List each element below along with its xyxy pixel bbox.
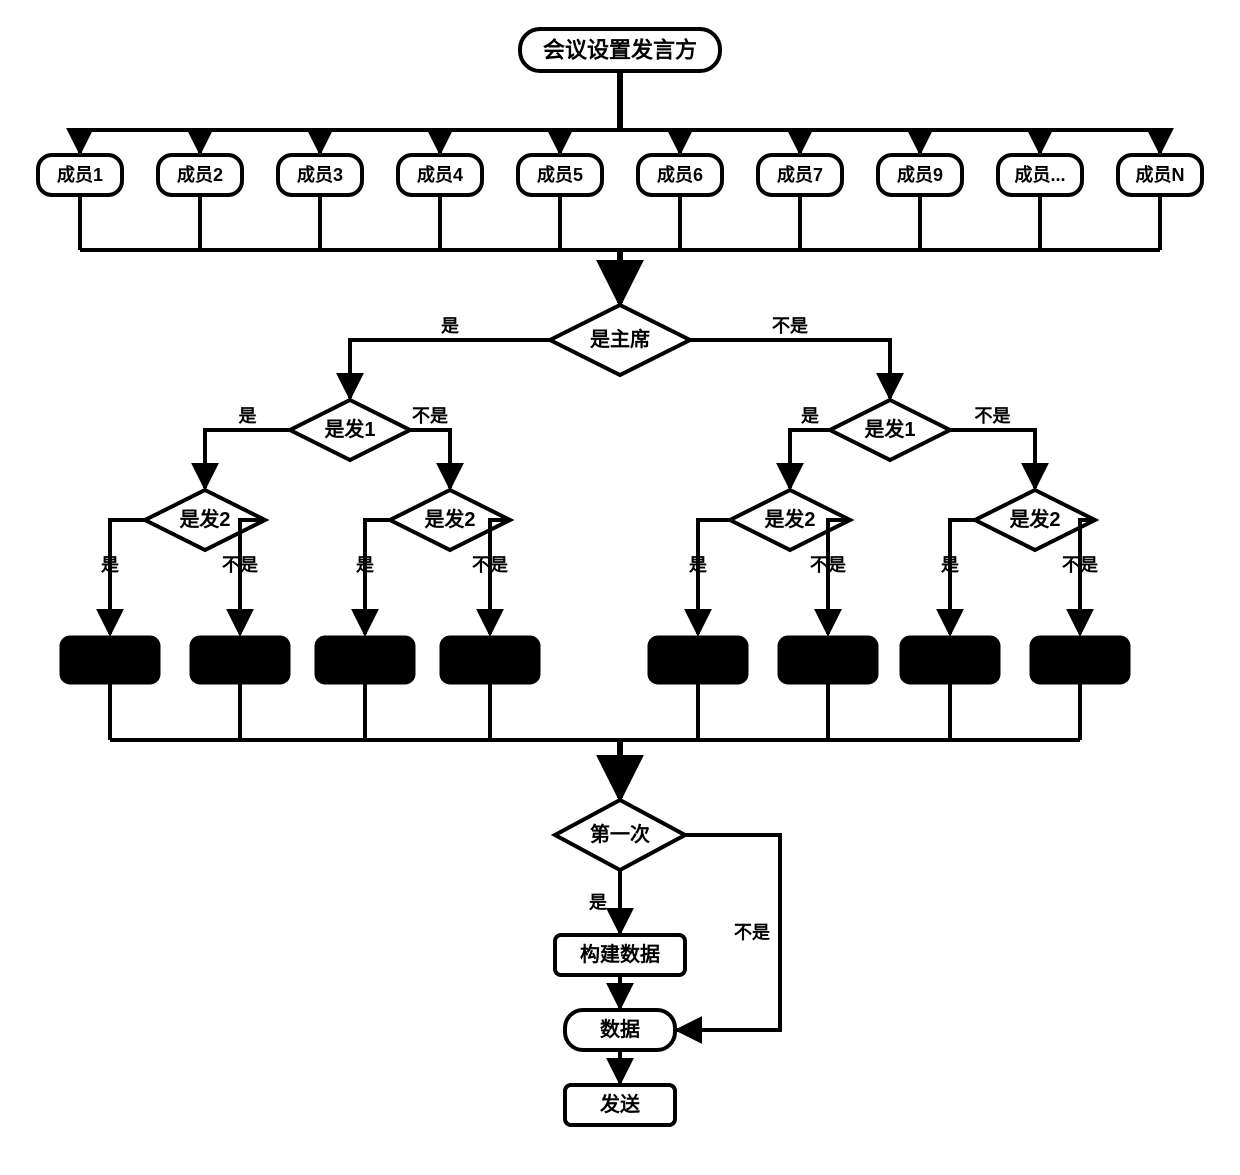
flowchart-diagram: 会议设置发言方成员1 成员2 成员3 成员4 成员5 成员6 成员7 成员9 成员... 成员N 是…: [20, 20, 1220, 1150]
connector: [350, 340, 550, 398]
lbl: 是: [688, 555, 707, 575]
lbl: 是: [940, 555, 959, 575]
connector: [698, 520, 730, 634]
lbl: 不是: [810, 555, 846, 575]
connector: [410, 430, 450, 488]
connector: [690, 340, 890, 398]
connector: [490, 520, 510, 634]
lbl: 是: [238, 406, 257, 426]
connector: [110, 520, 145, 634]
connector: [365, 520, 390, 634]
connector: [790, 430, 830, 488]
member-3-label: 成员3: [297, 164, 343, 185]
lbl: 是: [800, 406, 819, 426]
decision-fa2-rl-label: 是发2: [763, 507, 815, 531]
lbl: 是: [355, 555, 374, 575]
connector: [1080, 520, 1095, 634]
connector: [950, 520, 975, 634]
leaf-3: [315, 636, 415, 684]
lbl: 不是: [1062, 555, 1098, 575]
lbl-ch-no: 不是: [772, 316, 808, 336]
decision-fa2-ll-label: 是发2: [178, 507, 230, 531]
lbl-first-yes: 是: [588, 893, 607, 913]
decision-fa1-right-label: 是发1: [863, 417, 915, 441]
connector: [240, 520, 265, 634]
leaf-2: [190, 636, 290, 684]
lbl: 不是: [975, 406, 1011, 426]
lbl-ch-yes: 是: [440, 316, 459, 336]
leaf-5: [648, 636, 748, 684]
decision-fa1-left-label: 是发1: [323, 417, 375, 441]
member-9-label: 成员...: [1014, 164, 1065, 185]
top-node-label: 会议设置发言方: [543, 38, 697, 63]
member-6-label: 成员6: [657, 164, 703, 185]
connector: [950, 430, 1035, 488]
data-node-label: 数据: [600, 1017, 640, 1041]
member-7-label: 成员7: [777, 164, 823, 185]
member-5-label: 成员5: [537, 164, 583, 185]
construct-data-label: 构建数据: [580, 942, 660, 966]
lbl: 不是: [412, 406, 448, 426]
member-4-label: 成员4: [417, 164, 463, 185]
member-2-label: 成员2: [177, 164, 223, 185]
leaf-6: [778, 636, 878, 684]
lbl: 不是: [222, 555, 258, 575]
leaf-7: [900, 636, 1000, 684]
member-1-label: 成员1: [57, 164, 103, 185]
decision-fa2-lr-label: 是发2: [423, 507, 475, 531]
leaf-4: [440, 636, 540, 684]
connector: [205, 430, 290, 488]
member-8-label: 成员9: [897, 164, 943, 185]
decision-chairman-label: 是主席: [589, 327, 650, 351]
decision-fa2-rr-label: 是发2: [1008, 507, 1060, 531]
leaf-8: [1030, 636, 1130, 684]
connector: [828, 520, 850, 634]
send-node-label: 发送: [599, 1092, 641, 1116]
lbl: 是: [100, 555, 119, 575]
member-10-label: 成员N: [1136, 164, 1185, 185]
decision-first-time-label: 第一次: [590, 822, 650, 846]
lbl-first-no: 不是: [734, 923, 770, 943]
lbl: 不是: [472, 555, 508, 575]
leaf-1: [60, 636, 160, 684]
